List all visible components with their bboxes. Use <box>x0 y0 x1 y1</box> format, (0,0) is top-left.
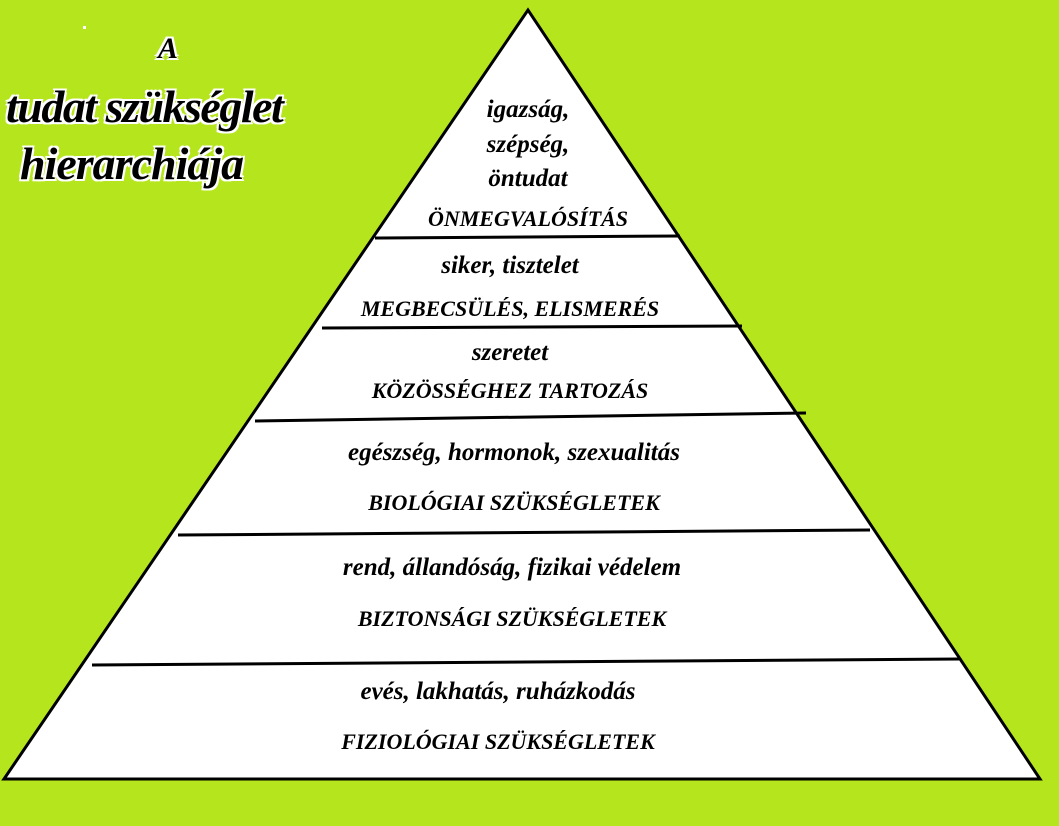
level-divider <box>254 411 807 423</box>
title-line-2: hierarchiája <box>20 138 244 189</box>
level-examples: igazság, <box>487 96 570 123</box>
title-article: A <box>158 32 179 65</box>
level-examples: rend, állandóság, fizikai védelem <box>343 554 681 581</box>
level-name: ÖNMEGVALÓSÍTÁS <box>428 206 628 231</box>
level-name: BIOLÓGIAI SZÜKSÉGLETEK <box>367 490 661 515</box>
level-examples: siker, tisztelet <box>440 252 580 279</box>
level-examples: szeretet <box>471 339 549 366</box>
level-examples: egészség, hormonok, szexualitás <box>348 439 680 466</box>
level-divider <box>91 657 961 667</box>
level-divider <box>177 528 871 537</box>
level-name: FIZIOLÓGIAI SZÜKSÉGLETEK <box>340 729 656 754</box>
level-name: MEGBECSÜLÉS, ELISMERÉS <box>360 296 659 321</box>
level-examples: evés, lakhatás, ruházkodás <box>360 678 635 705</box>
level-divider <box>321 324 743 330</box>
title-line-1: tudat szükséglet <box>6 81 284 132</box>
diagram-title: A tudat szükséglet hierarchiája <box>0 30 380 200</box>
level-labels: igazság, szépség, öntudat ÖNMEGVALÓSÍTÁS sik… <box>340 96 681 754</box>
level-dividers <box>91 234 961 667</box>
level-examples: szépség, <box>486 131 570 158</box>
level-examples: öntudat <box>488 165 568 192</box>
stray-dot <box>83 26 86 29</box>
level-name: BIZTONSÁGI SZÜKSÉGLETEK <box>357 606 668 631</box>
pyramid-outline <box>1 7 1043 781</box>
level-name: KÖZÖSSÉGHEZ TARTOZÁS <box>371 378 649 403</box>
level-divider <box>374 234 681 240</box>
